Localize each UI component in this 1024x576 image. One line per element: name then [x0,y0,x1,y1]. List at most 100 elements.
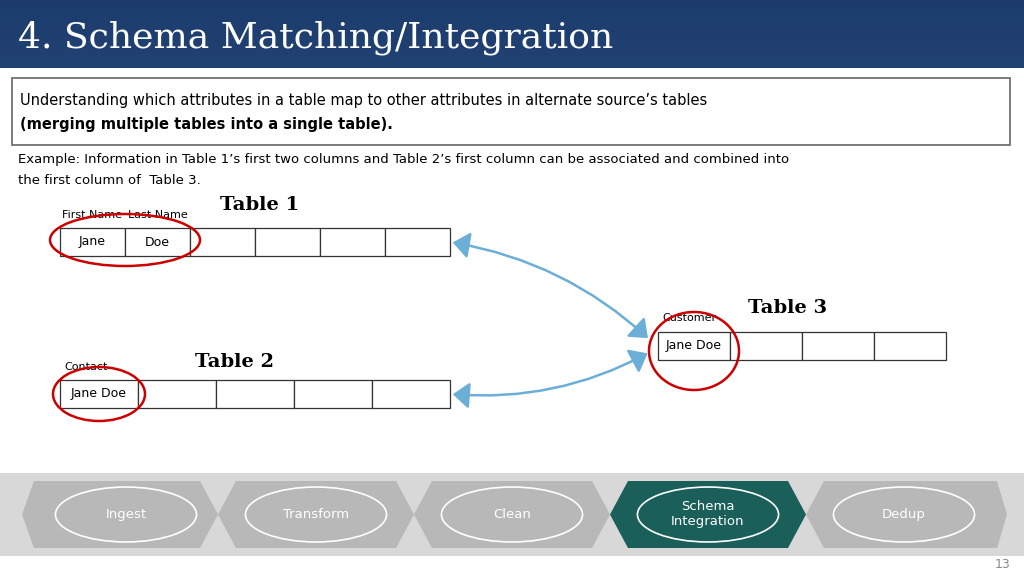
Bar [0,18,1024,19]
Bar [0,57,1024,58]
Bar [0,21,1024,22]
Bar [0,52,1024,53]
Polygon shape [22,481,218,548]
Bar [0,28,1024,29]
Text: 13: 13 [994,559,1010,571]
Bar [0,19,1024,20]
Text: Contact: Contact [63,362,108,372]
Bar [658,332,730,360]
Bar [0,14,1024,15]
Text: Table 2: Table 2 [195,353,274,371]
Polygon shape [806,481,1007,548]
Bar [0,13,1024,14]
Bar [0,12,1024,13]
Bar [0,33,1024,34]
Bar [730,332,802,360]
Bar [0,10,1024,11]
Bar [0,17,1024,18]
Bar [0,38,1024,39]
Bar [60,380,138,408]
Text: Table 1: Table 1 [220,196,299,214]
Text: Ingest: Ingest [105,508,146,521]
Bar [0,1,1024,2]
Bar [0,40,1024,41]
Bar [0,66,1024,67]
Bar [138,380,216,408]
Bar [0,44,1024,45]
Text: Understanding which attributes in a table map to other attributes in alternate s: Understanding which attributes in a tabl… [20,93,708,108]
Bar [0,48,1024,49]
Bar [0,42,1024,43]
Bar [385,228,450,256]
Bar [190,228,255,256]
Bar [0,22,1024,23]
Text: Jane Doe: Jane Doe [71,388,127,400]
Bar [0,63,1024,64]
Bar [0,67,1024,68]
Text: Clean: Clean [494,508,530,521]
Text: First Name: First Name [62,210,123,220]
Bar [0,36,1024,37]
Bar [0,65,1024,66]
Bar [0,26,1024,27]
FancyArrowPatch shape [455,351,646,407]
Bar [0,9,1024,10]
Bar [372,380,450,408]
Bar [0,30,1024,31]
Bar [0,31,1024,32]
Bar [294,380,372,408]
Bar [0,58,1024,59]
Bar [0,51,1024,52]
Text: Transform: Transform [283,508,349,521]
Bar [216,380,294,408]
FancyArrowPatch shape [455,234,646,337]
Bar [0,61,1024,62]
Bar [0,49,1024,50]
Bar [0,47,1024,48]
Bar [0,7,1024,8]
Bar [0,23,1024,24]
Text: Last Name: Last Name [128,210,187,220]
Bar [0,5,1024,6]
Bar [0,54,1024,55]
Bar [0,6,1024,7]
Bar [0,46,1024,47]
FancyBboxPatch shape [12,78,1010,145]
Bar [255,228,319,256]
Text: Jane Doe: Jane Doe [666,339,722,353]
Text: the first column of  Table 3.: the first column of Table 3. [18,173,201,187]
Bar [319,228,385,256]
Bar [0,35,1024,36]
Bar [0,4,1024,5]
Bar [0,32,1024,33]
Bar [0,62,1024,63]
Bar [0,59,1024,60]
Bar [0,25,1024,26]
Bar [802,332,874,360]
Text: Jane: Jane [79,236,106,248]
Bar [0,8,1024,9]
Text: Schema
Integration: Schema Integration [672,501,744,529]
Bar [0,60,1024,61]
Bar [0,24,1024,25]
Text: Example: Information in Table 1’s first two columns and Table 2’s first column c: Example: Information in Table 1’s first … [18,153,790,166]
Bar [0,27,1024,28]
Bar [0,2,1024,3]
Bar [60,228,125,256]
Bar [0,39,1024,40]
Bar [0,50,1024,51]
Bar [0,53,1024,54]
Bar [0,55,1024,56]
Bar [0,64,1024,65]
Bar [0,43,1024,44]
Bar [0,473,1024,556]
Bar [0,56,1024,57]
Bar [0,29,1024,30]
Bar [0,15,1024,16]
Text: 4. Schema Matching/Integration: 4. Schema Matching/Integration [18,21,613,55]
Polygon shape [414,481,610,548]
Text: (merging multiple tables into a single table).: (merging multiple tables into a single t… [20,118,393,132]
Text: Dedup: Dedup [882,508,926,521]
Polygon shape [610,481,806,548]
Polygon shape [218,481,414,548]
